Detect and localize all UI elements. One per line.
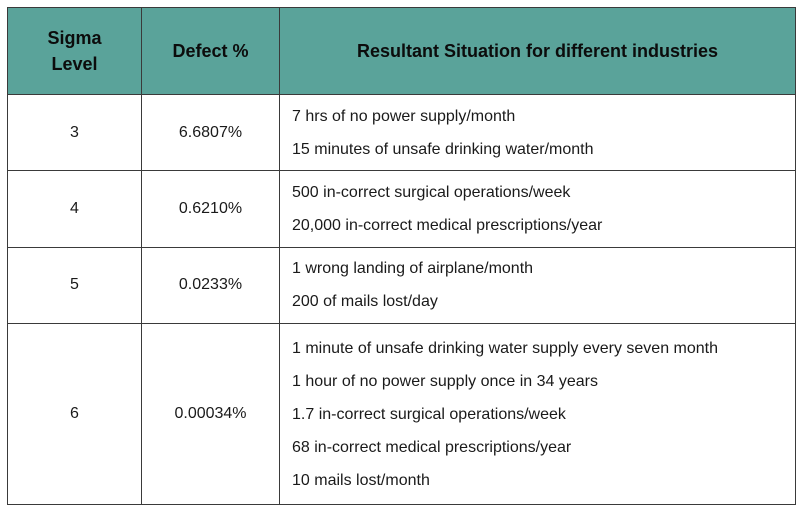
- table-row: 3 6.6807% 7 hrs of no power supply/month…: [7, 93, 796, 172]
- header-sigma-level: Sigma Level: [7, 7, 142, 95]
- situation-cell: 1 wrong landing of airplane/month 200 of…: [279, 246, 796, 325]
- defect-percent-cell: 6.6807%: [141, 93, 280, 172]
- table-row: 4 0.6210% 500 in-correct surgical operat…: [7, 170, 796, 248]
- situation-item: 68 in-correct medical prescriptions/year: [292, 438, 572, 456]
- situation-item: 200 of mails lost/day: [292, 293, 438, 311]
- situation-item: 15 minutes of unsafe drinking water/mont…: [292, 140, 594, 158]
- table-row: 6 0.00034% 1 minute of unsafe drinking w…: [7, 323, 796, 505]
- sigma-defect-table: Sigma Level Defect % Resultant Situation…: [7, 7, 796, 505]
- situation-cell: 7 hrs of no power supply/month 15 minute…: [279, 93, 796, 172]
- situation-item: 1 wrong landing of airplane/month: [292, 260, 534, 278]
- situation-item: 1 hour of no power supply once in 34 yea…: [292, 372, 598, 390]
- defect-percent-cell: 0.00034%: [141, 323, 280, 505]
- header-sigma-line1: Sigma: [47, 28, 102, 48]
- header-sigma-line2: Level: [51, 54, 98, 74]
- sigma-level-cell: 4: [7, 170, 142, 248]
- defect-percent-cell: 0.6210%: [141, 170, 280, 248]
- defect-percent-cell: 0.0233%: [141, 246, 280, 325]
- table-row: 5 0.0233% 1 wrong landing of airplane/mo…: [7, 246, 796, 325]
- sigma-level-cell: 3: [7, 93, 142, 172]
- situation-item: 7 hrs of no power supply/month: [292, 107, 516, 125]
- header-defect-percent: Defect %: [141, 7, 280, 95]
- situation-item: 1.7 in-correct surgical operations/week: [292, 405, 566, 423]
- header-resultant-situation: Resultant Situation for different indust…: [279, 7, 796, 95]
- table-header-row: Sigma Level Defect % Resultant Situation…: [7, 7, 796, 95]
- sigma-level-cell: 5: [7, 246, 142, 325]
- situation-cell: 1 minute of unsafe drinking water supply…: [279, 323, 796, 505]
- situation-cell: 500 in-correct surgical operations/week …: [279, 170, 796, 248]
- situation-item: 20,000 in-correct medical prescriptions/…: [292, 217, 603, 235]
- situation-item: 10 mails lost/month: [292, 471, 430, 489]
- situation-item: 1 minute of unsafe drinking water supply…: [292, 339, 719, 357]
- sigma-level-cell: 6: [7, 323, 142, 505]
- situation-item: 500 in-correct surgical operations/week: [292, 184, 571, 202]
